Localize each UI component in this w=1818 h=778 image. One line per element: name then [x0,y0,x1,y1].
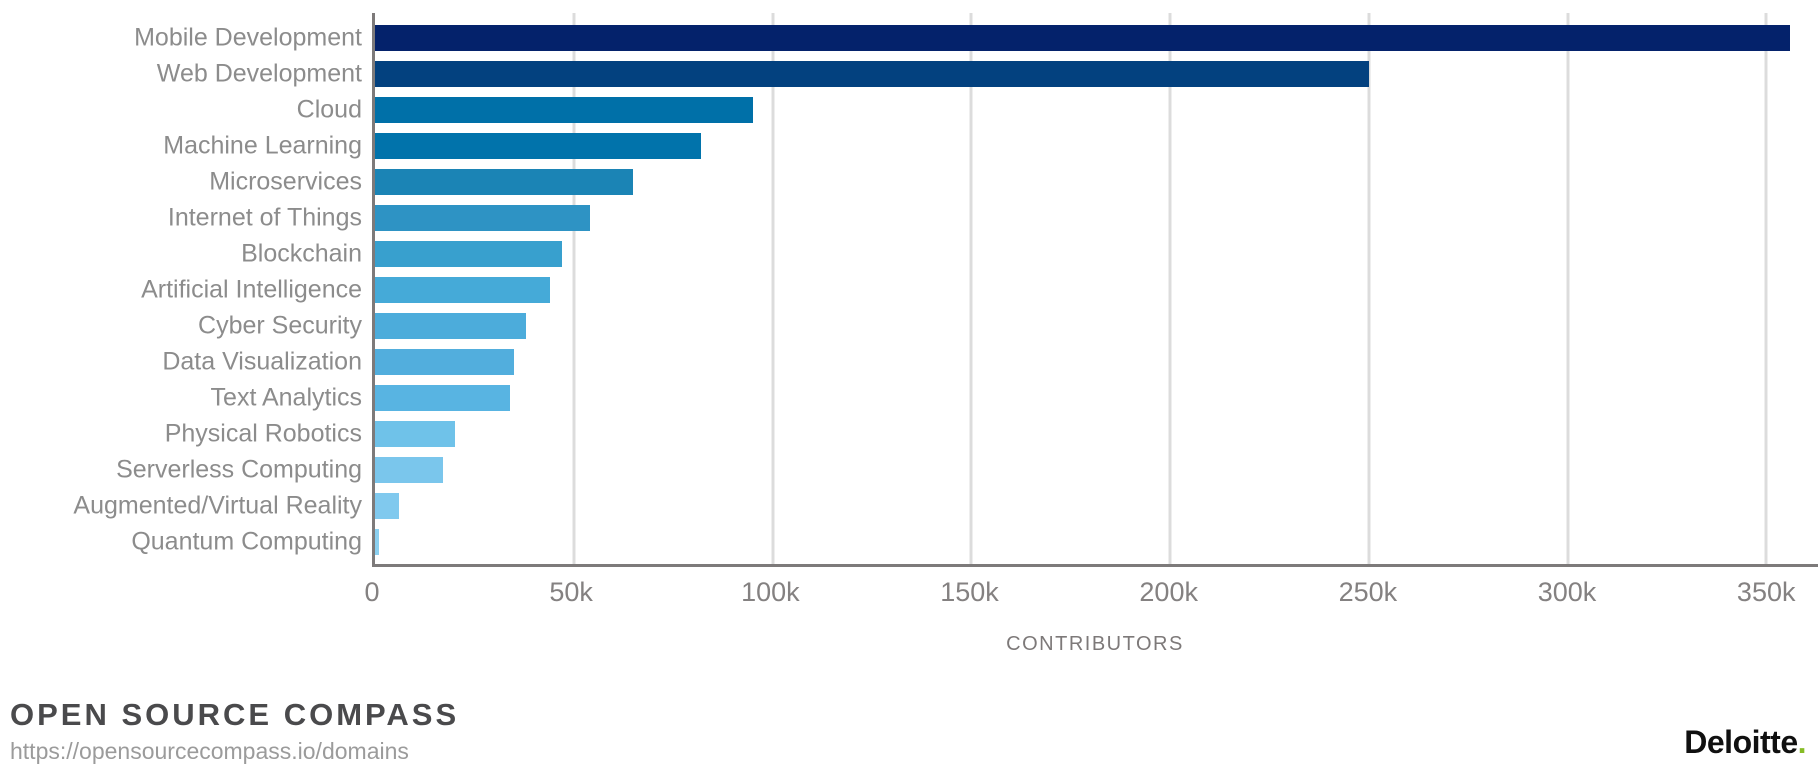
category-label: Web Development [156,59,362,88]
gridline [1168,13,1172,564]
bar [375,277,550,303]
category-label: Physical Robotics [164,419,362,448]
gridline [1566,13,1570,564]
bar-row: Web Development [157,56,1818,92]
bar-row: Serverless Computing [116,452,1818,488]
gridline [1367,13,1371,564]
category-label: Artificial Intelligence [141,275,362,304]
gridline [969,13,973,564]
category-label: Data Visualization [162,347,362,376]
plot-area: Mobile Development Web Development Cloud Ma… [73,13,1818,567]
bar [375,205,590,231]
bar [375,241,562,267]
bar-row: Physical Robotics [165,416,1818,452]
x-tick-label: 100k [741,577,800,607]
x-tick-label: 50k [549,577,593,607]
bar-row: Mobile Development [134,20,1818,56]
category-label: Serverless Computing [116,455,362,484]
category-label: Cloud [296,95,362,124]
x-tick-label: 350k [1736,577,1796,607]
bar-row: Internet of Things [168,200,1818,236]
bar [375,349,515,375]
category-label: Cyber Security [198,311,362,340]
category-label: Internet of Things [167,203,362,232]
gridline [572,13,576,564]
bar [375,385,511,411]
bar-rows: Mobile Development Web Development Cloud Ma… [73,13,1818,564]
x-tick-label: 300k [1537,577,1597,607]
bar [375,61,1369,87]
x-tick-label: 250k [1338,577,1398,607]
category-label: Machine Learning [163,131,362,160]
bar-row: Artificial Intelligence [141,272,1818,308]
deloitte-green-dot: . [1797,724,1807,760]
bar-row: Machine Learning [163,128,1818,164]
category-label: Augmented/Virtual Reality [73,491,362,520]
x-tick-label: 0 [364,577,380,607]
x-axis-label: CONTRIBUTORS [1006,633,1184,655]
deloitte-wordmark: Deloitte [1684,724,1798,760]
bar [375,97,753,123]
bar [375,133,701,159]
bar [375,25,1791,51]
footer-title: OPEN SOURCE COMPASS [10,697,460,732]
gridline [1764,13,1768,564]
bar-row: Blockchain [241,236,1818,272]
bar [375,169,634,195]
category-label: Blockchain [241,239,362,268]
category-label: Microservices [209,167,362,196]
bar-row: Cyber Security [198,308,1818,344]
bar [375,529,379,555]
bar-row: Quantum Computing [131,524,1818,560]
footer-url: https://opensourcecompass.io/domains [10,738,409,764]
bar-row: Cloud [297,92,1818,128]
bar [375,421,455,447]
category-label: Quantum Computing [131,527,362,556]
bar [375,313,527,339]
x-axis-ticks: 0 50k 100k 150k 200k 250k 300k 350k [364,577,1818,609]
x-tick-label: 200k [1139,577,1198,607]
bar [375,457,443,483]
bar-row: Text Analytics [211,380,1818,416]
bar-row: Augmented/Virtual Reality [73,488,1818,524]
gridlines [375,13,1818,564]
bar-row: Data Visualization [162,344,1818,380]
bar [375,493,399,519]
deloitte-logo: Deloitte. [1684,724,1806,761]
x-tick-label: 150k [940,577,999,607]
gridline [771,13,775,564]
category-label: Text Analytics [210,383,362,412]
bar-row: Microservices [209,164,1818,200]
category-label: Mobile Development [134,23,362,52]
